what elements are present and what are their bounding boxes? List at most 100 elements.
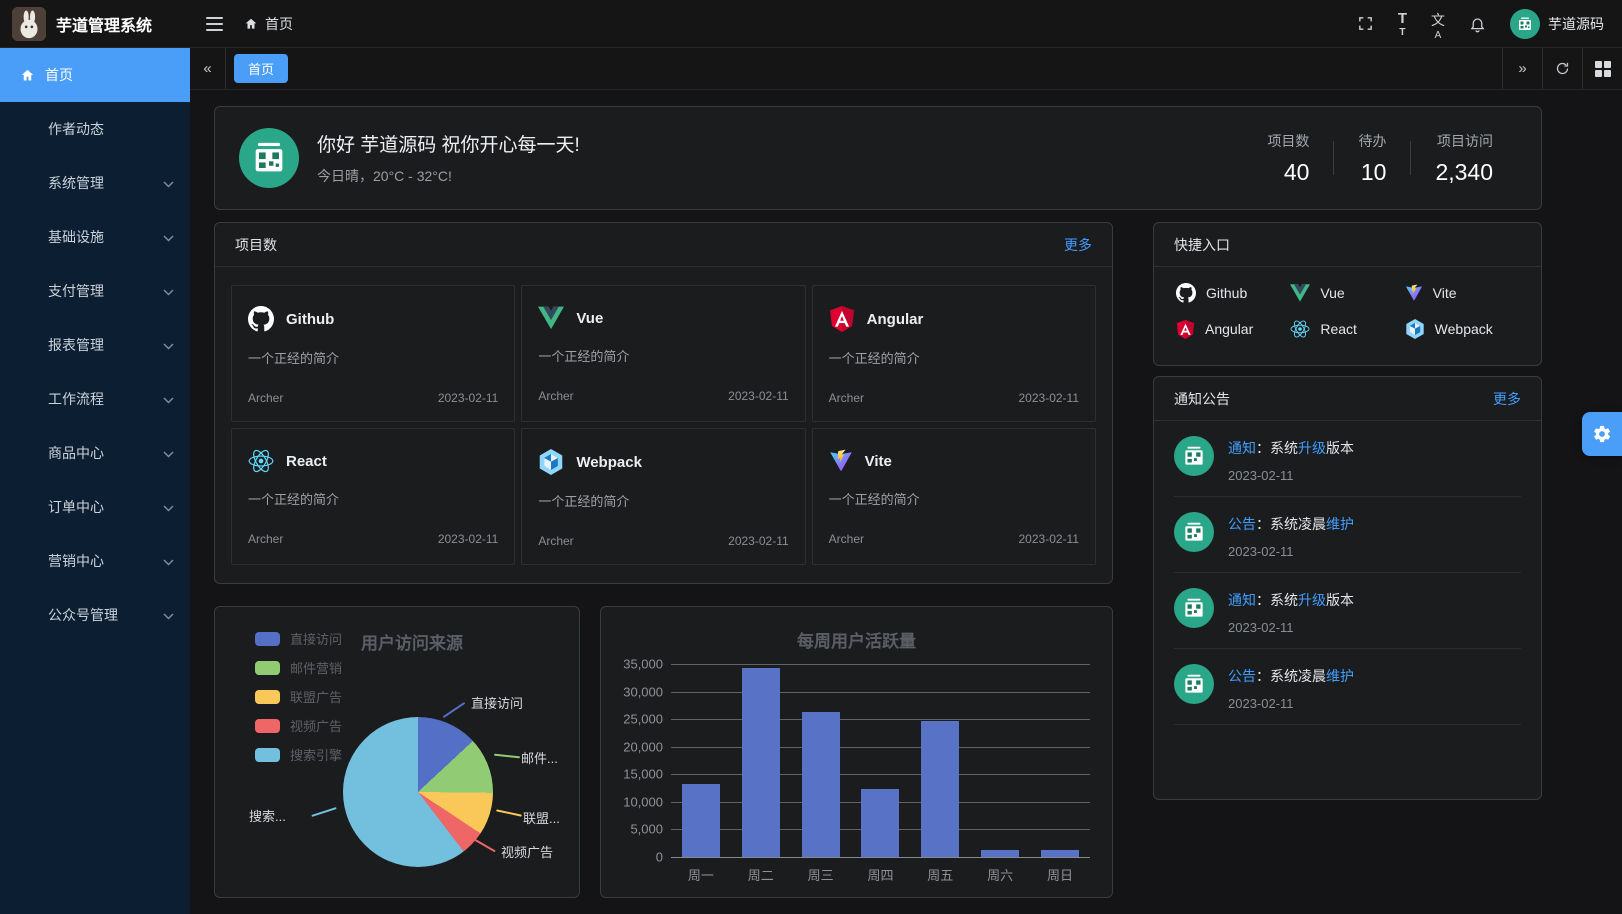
pie-label: 联盟... [523,811,560,826]
sidebar-item-author-news[interactable]: 作者动态 [0,102,190,156]
shortcut-github[interactable]: Github [1176,283,1290,303]
project-card-github[interactable]: Github 一个正经的简介 Archer 2023-02-11 [231,285,516,422]
tabs-menu-grid-icon[interactable] [1582,48,1622,89]
legend-item[interactable]: 搜索引擎 [255,745,342,764]
refresh-icon[interactable] [1542,48,1582,89]
project-name: Webpack [576,453,642,471]
bar[interactable] [681,784,720,857]
pie-chart-title: 用户访问来源 [361,634,463,653]
gridline [671,857,1090,858]
pie-label: 视频广告 [501,845,554,860]
projects-more-link[interactable]: 更多 [1064,236,1092,253]
tab-home[interactable]: 首页 [234,54,289,83]
logo-area: 芋道管理系统 [0,6,190,41]
notice-avatar [1174,588,1214,628]
project-desc: 一个正经的简介 [828,351,920,366]
notice-date: 2023-02-11 [1228,620,1294,635]
pie-label-line [442,701,466,719]
shortcut-webpack[interactable]: Webpack [1405,319,1519,339]
gridline [671,664,1090,665]
settings-gear-button[interactable] [1582,412,1622,456]
sidebar-item-workflow[interactable]: 工作流程 [0,372,190,426]
notice-item[interactable]: 公告：系统凌晨维护 2023-02-11 [1174,497,1521,573]
bar[interactable] [861,789,900,857]
sidebar-item-system[interactable]: 系统管理 [0,156,190,210]
rabbit-logo-icon [12,6,46,41]
y-axis-tick-label: 0 [655,849,663,865]
sidebar-item-marketing[interactable]: 营销中心 [0,534,190,588]
user-menu[interactable]: 芋道源码 [1510,8,1604,39]
legend-label: 联盟广告 [290,690,343,705]
bar[interactable] [921,720,960,857]
welcome-card: 你好 芋道源码 祝你开心每一天! 今日晴，20°C - 32°C! 项目数 40… [214,106,1542,210]
bar[interactable] [1040,849,1079,857]
sidebar-item-infrastructure[interactable]: 基础设施 [0,210,190,264]
project-card-react[interactable]: React 一个正经的简介 Archer 2023-02-11 [231,428,516,565]
welcome-avatar [239,128,299,188]
notice-item[interactable]: 通知：系统升级版本 2023-02-11 [1174,573,1521,649]
project-card-webpack[interactable]: Webpack 一个正经的简介 Archer 2023-02-11 [521,428,806,565]
notice-avatar [1174,664,1214,704]
sidebar-item-wechat-official[interactable]: 公众号管理 [0,588,190,642]
tabs-scroll-right-icon[interactable]: » [1502,48,1542,89]
bar[interactable] [801,711,840,857]
chevron-down-icon [163,391,174,407]
notices-more-link[interactable]: 更多 [1493,390,1521,407]
y-axis-tick-label: 10,000 [623,794,663,810]
notification-bell-icon[interactable] [1469,10,1486,38]
legend-swatch [255,689,280,704]
stat-value: 2,340 [1435,158,1493,185]
legend-item[interactable]: 邮件营销 [255,658,342,677]
notice-item[interactable]: 公告：系统凌晨维护 2023-02-11 [1174,649,1521,725]
x-axis-tick-label: 周二 [747,868,774,883]
project-card-angular[interactable]: Angular 一个正经的简介 Archer 2023-02-11 [811,285,1096,422]
sidebar-item-label: 系统管理 [48,175,104,191]
breadcrumb[interactable]: 首页 [244,14,293,34]
shortcut-vite[interactable]: Vite [1405,283,1519,303]
legend-swatch [255,747,280,762]
shortcut-label: Angular [1205,321,1254,337]
fullscreen-icon[interactable] [1357,10,1374,38]
notice-item[interactable]: 通知：系统升级版本 2023-02-11 [1174,421,1521,497]
pie-label-line [311,807,337,817]
shortcuts-card: 快捷入口 Github Vue [1153,222,1542,366]
legend-swatch [255,660,280,675]
sidebar-item-reports[interactable]: 报表管理 [0,318,190,372]
home-icon [21,69,34,80]
legend-label: 邮件营销 [290,661,343,676]
bar-series [671,664,1090,857]
legend-item[interactable]: 直接访问 [255,629,342,648]
tabs-scroll-left-icon[interactable]: « [190,48,226,89]
shortcut-label: React [1320,321,1357,337]
shortcut-react[interactable]: React [1290,319,1404,339]
gridline [671,719,1090,721]
angular-icon [829,306,854,332]
notice-title: 公告：系统凌晨维护 [1228,668,1354,684]
y-axis-tick-label: 15,000 [623,766,663,782]
project-card-vite[interactable]: Vite 一个正经的简介 Archer 2023-02-11 [811,428,1096,565]
chevron-down-icon [163,229,174,245]
project-name: Vue [576,309,604,327]
github-icon [1176,283,1196,303]
sidebar-item-home[interactable]: 首页 [0,48,190,102]
sidebar-item-orders[interactable]: 订单中心 [0,480,190,534]
tab-bar: « 首页 » [190,48,1622,90]
shortcut-vue[interactable]: Vue [1290,283,1404,303]
shortcut-label: Vite [1432,285,1457,301]
react-icon [1290,320,1310,338]
sidebar-item-label: 基础设施 [48,229,104,245]
vue-icon [538,306,565,330]
sidebar-item-products[interactable]: 商品中心 [0,426,190,480]
shortcut-angular[interactable]: Angular [1176,319,1290,339]
pie[interactable] [343,717,493,867]
collapse-menu-icon[interactable] [200,10,228,38]
legend-item[interactable]: 视频广告 [255,716,342,735]
bar[interactable] [741,667,780,857]
bar[interactable] [981,849,1020,857]
project-card-vue[interactable]: Vue 一个正经的简介 Archer 2023-02-11 [521,285,806,422]
sidebar-item-payment[interactable]: 支付管理 [0,264,190,318]
legend-label: 搜索引擎 [290,748,343,763]
legend-item[interactable]: 联盟广告 [255,687,342,706]
